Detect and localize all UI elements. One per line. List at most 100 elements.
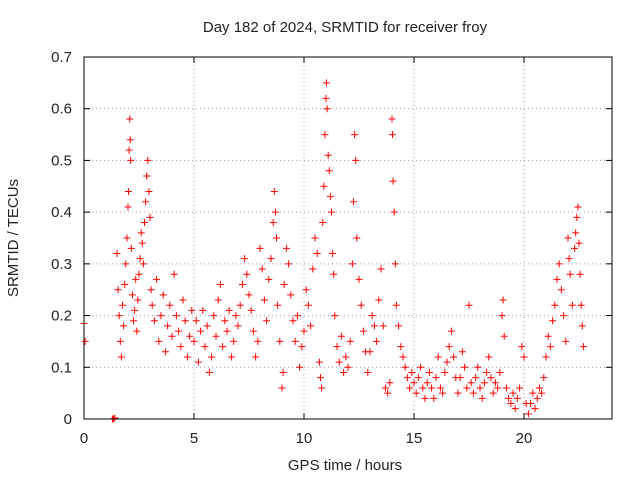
data-point: [188, 306, 196, 314]
data-point: [499, 296, 507, 304]
data-point: [535, 384, 543, 392]
data-point: [509, 389, 517, 397]
data-point: [116, 337, 124, 345]
data-point: [331, 312, 339, 320]
data-point: [147, 286, 155, 294]
data-point: [489, 389, 497, 397]
data-point: [179, 296, 187, 304]
data-point: [127, 156, 135, 164]
x-tick-label: 15: [406, 430, 423, 447]
data-point: [318, 384, 326, 392]
data-point: [390, 208, 398, 216]
data-point: [430, 394, 438, 402]
data-point: [243, 270, 251, 278]
y-axis-label: SRMTID / TECUs: [5, 179, 22, 297]
data-point: [414, 374, 422, 382]
data-point: [544, 332, 552, 340]
data-point: [155, 337, 163, 345]
data-point: [483, 368, 491, 376]
data-point: [381, 384, 389, 392]
data-point: [236, 301, 244, 309]
data-point: [276, 337, 284, 345]
data-point: [516, 384, 524, 392]
data-point: [141, 218, 148, 226]
data-point: [221, 317, 229, 325]
data-point: [406, 384, 414, 392]
data-point: [280, 281, 288, 289]
data-point: [146, 213, 154, 221]
data-point: [439, 389, 447, 397]
data-point: [321, 131, 329, 139]
data-point: [133, 327, 141, 335]
data-point: [260, 296, 268, 304]
data-point: [546, 343, 554, 351]
y-tick-label: 0.3: [51, 256, 72, 273]
data-point: [269, 218, 277, 226]
data-point: [353, 234, 361, 242]
data-point: [319, 218, 327, 226]
data-point: [572, 229, 580, 237]
data-point: [186, 332, 194, 340]
data-point: [421, 394, 429, 402]
data-point: [392, 301, 400, 309]
data-point: [136, 255, 144, 263]
data-point: [81, 337, 89, 345]
data-point: [352, 156, 360, 164]
data-point: [326, 193, 334, 201]
data-point: [181, 317, 189, 325]
data-point: [289, 317, 297, 325]
data-point: [551, 301, 559, 309]
data-point: [230, 337, 238, 345]
data-point: [234, 322, 242, 330]
data-point: [252, 353, 260, 361]
data-point: [447, 327, 455, 335]
data-point: [164, 322, 172, 330]
data-point: [111, 414, 119, 422]
data-point: [121, 281, 129, 289]
y-axis-tick-labels: 0 0.1 0.2 0.3 0.4 0.5 0.6 0.7: [51, 49, 72, 428]
data-point: [159, 291, 167, 299]
x-axis-tick-labels: 0 5 10 15 20: [80, 430, 533, 447]
y-tick-label: 0.2: [51, 308, 72, 325]
data-point: [574, 203, 582, 211]
data-point: [505, 394, 513, 402]
data-point: [443, 358, 451, 366]
data-point: [139, 260, 147, 268]
data-point: [401, 363, 409, 371]
data-point: [127, 244, 135, 252]
data-point: [520, 353, 528, 361]
data-point: [212, 332, 220, 340]
data-point: [323, 105, 331, 113]
data-point: [375, 296, 383, 304]
data-point: [278, 384, 286, 392]
data-point: [432, 374, 440, 382]
data-point: [144, 156, 152, 164]
data-point: [317, 374, 324, 382]
data-point: [128, 291, 136, 299]
data-point: [143, 172, 151, 180]
data-point: [542, 353, 550, 361]
data-point: [183, 353, 191, 361]
data-point: [434, 353, 442, 361]
data-point: [274, 301, 282, 309]
data-point: [351, 131, 359, 139]
data-point: [388, 131, 396, 139]
y-tick-label: 0.4: [51, 204, 72, 221]
data-point: [125, 146, 133, 154]
data-point: [428, 384, 436, 392]
data-point: [148, 301, 156, 309]
data-point: [412, 389, 420, 397]
data-point: [172, 312, 180, 320]
data-point: [368, 312, 376, 320]
data-point: [423, 379, 431, 387]
data-point: [377, 265, 385, 273]
data-point: [307, 322, 315, 330]
data-point: [114, 286, 122, 294]
data-point: [578, 322, 586, 330]
data-point: [192, 317, 200, 325]
data-point: [485, 353, 493, 361]
data-point: [576, 270, 584, 278]
data-point: [344, 363, 352, 371]
data-point: [134, 296, 142, 304]
data-point: [304, 301, 312, 309]
